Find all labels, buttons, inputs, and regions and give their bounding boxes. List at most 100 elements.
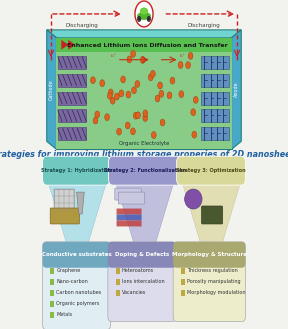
- Circle shape: [133, 112, 138, 119]
- Polygon shape: [58, 91, 86, 105]
- Text: Metals: Metals: [56, 312, 73, 317]
- Polygon shape: [68, 40, 75, 50]
- Circle shape: [90, 77, 95, 84]
- Text: Thickness regulation: Thickness regulation: [187, 268, 238, 273]
- Bar: [50, 279, 54, 285]
- Bar: [50, 268, 54, 274]
- Text: Carbon nanotubes: Carbon nanotubes: [56, 290, 102, 295]
- Bar: [50, 290, 54, 296]
- Circle shape: [119, 90, 124, 97]
- Polygon shape: [115, 182, 174, 247]
- Text: Conductive substrates: Conductive substrates: [42, 252, 111, 257]
- Text: Heteroatoms: Heteroatoms: [122, 268, 154, 273]
- Text: Vacancies: Vacancies: [122, 290, 146, 295]
- Text: Organic Electrolyte: Organic Electrolyte: [119, 141, 169, 146]
- Text: Discharging: Discharging: [187, 23, 220, 28]
- Ellipse shape: [185, 189, 202, 209]
- Text: Strategy 1: Hybridization: Strategy 1: Hybridization: [41, 168, 112, 173]
- Circle shape: [147, 16, 151, 22]
- Polygon shape: [201, 56, 229, 69]
- Circle shape: [148, 74, 153, 81]
- Circle shape: [131, 50, 136, 57]
- Circle shape: [178, 62, 183, 68]
- Circle shape: [186, 62, 191, 69]
- FancyBboxPatch shape: [118, 192, 145, 204]
- Circle shape: [170, 77, 175, 84]
- Polygon shape: [201, 127, 229, 140]
- Circle shape: [125, 122, 130, 129]
- Text: Morphology modulation: Morphology modulation: [187, 290, 246, 295]
- Circle shape: [117, 128, 122, 135]
- Polygon shape: [201, 110, 229, 122]
- Polygon shape: [61, 40, 68, 50]
- Polygon shape: [58, 74, 86, 87]
- Text: Strategies for improving lithium storage properies of 2D nanosheets: Strategies for improving lithium storage…: [0, 150, 288, 159]
- Circle shape: [105, 114, 109, 121]
- Circle shape: [135, 1, 153, 27]
- Text: Discharging: Discharging: [66, 23, 98, 28]
- Ellipse shape: [140, 8, 148, 14]
- FancyBboxPatch shape: [117, 220, 142, 226]
- FancyBboxPatch shape: [117, 215, 142, 220]
- Circle shape: [143, 114, 148, 121]
- Text: Nano-carbon: Nano-carbon: [56, 279, 88, 284]
- FancyBboxPatch shape: [43, 242, 111, 268]
- Text: Anode: Anode: [234, 82, 239, 97]
- Bar: [47, 255, 107, 263]
- Circle shape: [158, 82, 162, 89]
- Text: Organic polymers: Organic polymers: [56, 301, 100, 306]
- Circle shape: [132, 87, 137, 94]
- Text: Morphology & Structure: Morphology & Structure: [172, 252, 247, 257]
- Text: Ions intercalation: Ions intercalation: [122, 279, 164, 284]
- Circle shape: [114, 93, 119, 100]
- Polygon shape: [201, 74, 229, 87]
- Text: Strategy 3: Optimization: Strategy 3: Optimization: [176, 168, 246, 173]
- Bar: [181, 268, 185, 274]
- Bar: [115, 290, 120, 296]
- Circle shape: [143, 110, 148, 117]
- Polygon shape: [48, 182, 107, 247]
- Circle shape: [193, 96, 198, 103]
- Bar: [115, 279, 120, 285]
- Text: Porosity manipulating: Porosity manipulating: [187, 279, 241, 284]
- Circle shape: [95, 111, 100, 118]
- Text: Doping & Defects: Doping & Defects: [115, 252, 169, 257]
- Circle shape: [192, 131, 197, 138]
- Circle shape: [135, 81, 140, 88]
- Polygon shape: [56, 38, 232, 52]
- Circle shape: [150, 70, 155, 77]
- Circle shape: [159, 90, 164, 97]
- Polygon shape: [58, 56, 86, 69]
- Polygon shape: [58, 110, 86, 122]
- Bar: [112, 255, 172, 263]
- Polygon shape: [47, 30, 56, 149]
- FancyBboxPatch shape: [109, 156, 181, 185]
- Ellipse shape: [137, 12, 151, 20]
- Circle shape: [107, 92, 112, 99]
- Circle shape: [108, 89, 113, 96]
- Circle shape: [137, 16, 141, 22]
- FancyBboxPatch shape: [177, 156, 245, 185]
- FancyBboxPatch shape: [43, 156, 110, 185]
- Text: Enhanced Lithium Ions Diffusion and Transfer: Enhanced Lithium Ions Diffusion and Tran…: [67, 43, 228, 48]
- Text: Cathode: Cathode: [49, 79, 54, 100]
- Circle shape: [136, 112, 141, 119]
- Circle shape: [160, 119, 165, 126]
- Bar: [50, 312, 54, 317]
- FancyBboxPatch shape: [108, 242, 176, 268]
- Circle shape: [188, 52, 193, 59]
- Polygon shape: [182, 182, 240, 247]
- Polygon shape: [56, 38, 232, 149]
- Circle shape: [126, 91, 131, 98]
- Bar: [181, 279, 185, 285]
- Polygon shape: [47, 30, 241, 38]
- Circle shape: [121, 76, 126, 83]
- FancyBboxPatch shape: [108, 242, 176, 321]
- Bar: [181, 290, 185, 296]
- Text: Li⁺: Li⁺: [180, 54, 186, 58]
- Polygon shape: [77, 192, 84, 214]
- Polygon shape: [58, 127, 86, 140]
- Circle shape: [179, 91, 184, 98]
- Circle shape: [191, 109, 196, 116]
- FancyBboxPatch shape: [43, 242, 111, 329]
